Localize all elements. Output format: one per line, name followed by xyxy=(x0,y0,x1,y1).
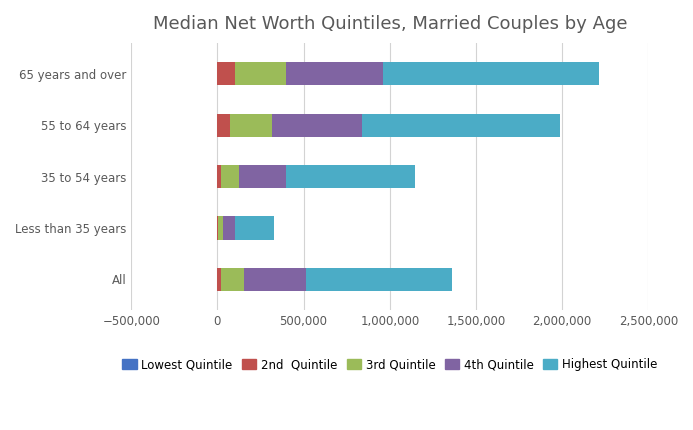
Title: Median Net Worth Quintiles, Married Couples by Age: Median Net Worth Quintiles, Married Coup… xyxy=(152,15,627,33)
Bar xyxy=(286,165,416,188)
Bar xyxy=(383,62,599,85)
Bar xyxy=(217,114,230,137)
Bar xyxy=(244,268,306,291)
Bar xyxy=(362,114,560,137)
Legend: Lowest Quintile, 2nd  Quintile, 3rd Quintile, 4th Quintile, Highest Quintile: Lowest Quintile, 2nd Quintile, 3rd Quint… xyxy=(118,353,662,376)
Bar xyxy=(286,62,383,85)
Bar xyxy=(230,114,272,137)
Bar xyxy=(217,165,220,188)
Bar xyxy=(235,62,286,85)
Bar xyxy=(218,216,223,240)
Bar xyxy=(272,114,362,137)
Bar xyxy=(217,216,218,240)
Bar xyxy=(235,216,274,240)
Bar xyxy=(239,165,286,188)
Bar xyxy=(217,268,221,291)
Bar xyxy=(220,165,239,188)
Bar xyxy=(306,268,453,291)
Bar xyxy=(223,216,235,240)
Bar xyxy=(221,268,244,291)
Bar xyxy=(217,62,235,85)
